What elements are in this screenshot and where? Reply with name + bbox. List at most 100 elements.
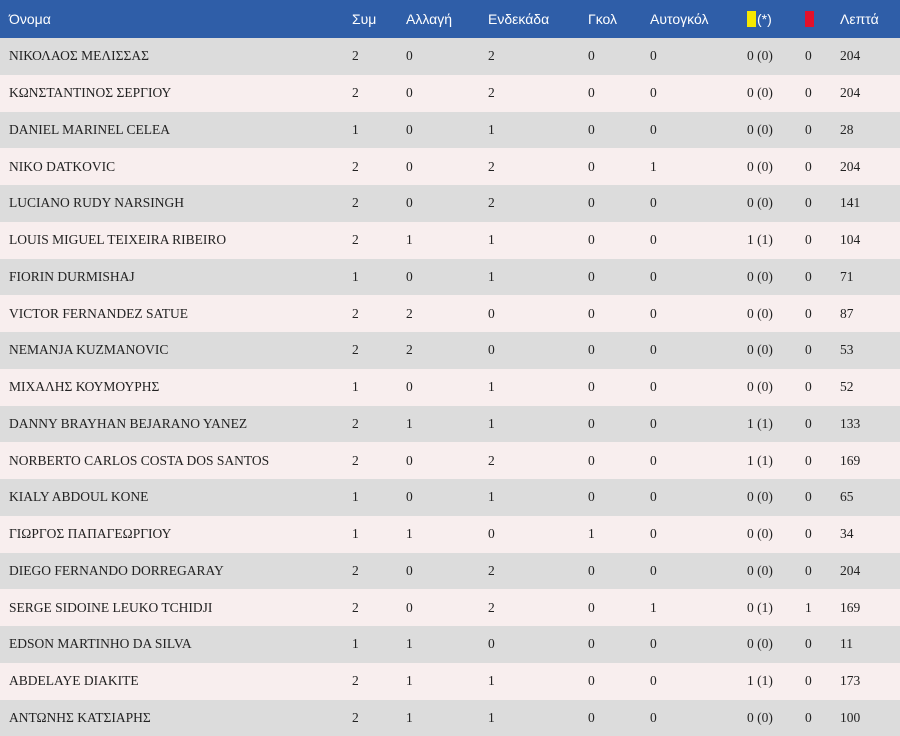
minutes-cell: 52 [840, 369, 900, 406]
minutes-cell: 169 [840, 442, 900, 479]
player-name: LOUIS MIGUEL TEIXEIRA RIBEIRO [0, 222, 352, 259]
subs-cell: 0 [406, 148, 488, 185]
goals-cell: 0 [588, 112, 650, 149]
red-cards-cell: 0 [805, 479, 840, 516]
subs-cell: 0 [406, 589, 488, 626]
player-name: ΜΙΧΑΛΗΣ ΚΟΥΜΟΥΡΗΣ [0, 369, 352, 406]
red-cards-cell: 0 [805, 700, 840, 736]
goals-cell: 0 [588, 259, 650, 296]
yellow-cards-cell: 0 (0) [747, 148, 805, 185]
goals-cell: 0 [588, 332, 650, 369]
player-name: ΓΙΩΡΓΟΣ ΠΑΠΑΓΕΩΡΓΙΟΥ [0, 516, 352, 553]
yellow-cards-cell: 1 (1) [747, 406, 805, 443]
yellow-cards-cell: 0 (0) [747, 259, 805, 296]
minutes-cell: 28 [840, 112, 900, 149]
player-name: ΝΙΚΟΛΑΟΣ ΜΕΛΙΣΣΑΣ [0, 38, 352, 75]
header-subs[interactable]: Αλλαγή [406, 0, 488, 38]
subs-cell: 0 [406, 75, 488, 112]
own-goals-cell: 0 [650, 75, 747, 112]
own-goals-cell: 0 [650, 626, 747, 663]
red-cards-cell: 0 [805, 259, 840, 296]
goals-cell: 0 [588, 148, 650, 185]
player-name: EDSON MARTINHO DA SILVA [0, 626, 352, 663]
goals-cell: 0 [588, 369, 650, 406]
player-name: ABDELAYE DIAKITE [0, 663, 352, 700]
player-name: VICTOR FERNANDEZ SATUE [0, 295, 352, 332]
red-cards-cell: 0 [805, 369, 840, 406]
minutes-cell: 169 [840, 589, 900, 626]
subs-cell: 2 [406, 295, 488, 332]
red-cards-cell: 0 [805, 442, 840, 479]
player-name: DANNY BRAYHAN BEJARANO YANEZ [0, 406, 352, 443]
player-name: NORBERTO CARLOS COSTA DOS SANTOS [0, 442, 352, 479]
header-name[interactable]: Όνομα [0, 0, 352, 38]
player-name: NEMANJA KUZMANOVIC [0, 332, 352, 369]
starts-cell: 2 [488, 442, 588, 479]
apps-cell: 1 [352, 479, 406, 516]
apps-cell: 2 [352, 589, 406, 626]
minutes-cell: 204 [840, 553, 900, 590]
red-cards-cell: 1 [805, 589, 840, 626]
yellow-cards-cell: 0 (0) [747, 479, 805, 516]
starts-cell: 2 [488, 589, 588, 626]
subs-cell: 0 [406, 442, 488, 479]
own-goals-cell: 0 [650, 479, 747, 516]
header-apps[interactable]: Συμ [352, 0, 406, 38]
red-cards-cell: 0 [805, 406, 840, 443]
minutes-cell: 34 [840, 516, 900, 553]
subs-cell: 1 [406, 626, 488, 663]
header-yellow-cards[interactable]: (*) [747, 0, 805, 38]
header-own-goals[interactable]: Αυτογκόλ [650, 0, 747, 38]
red-cards-cell: 0 [805, 148, 840, 185]
own-goals-cell: 0 [650, 222, 747, 259]
starts-cell: 0 [488, 332, 588, 369]
yellow-cards-cell: 0 (1) [747, 589, 805, 626]
subs-cell: 1 [406, 516, 488, 553]
own-goals-cell: 1 [650, 589, 747, 626]
red-cards-cell: 0 [805, 332, 840, 369]
apps-cell: 1 [352, 626, 406, 663]
apps-cell: 2 [352, 295, 406, 332]
yellow-cards-cell: 1 (1) [747, 222, 805, 259]
header-red-cards[interactable] [805, 0, 840, 38]
minutes-cell: 11 [840, 626, 900, 663]
apps-cell: 2 [352, 75, 406, 112]
header-minutes[interactable]: Λεπτά [840, 0, 900, 38]
apps-cell: 2 [352, 442, 406, 479]
subs-cell: 0 [406, 38, 488, 75]
red-cards-cell: 0 [805, 295, 840, 332]
player-name: DIEGO FERNANDO DORREGARAY [0, 553, 352, 590]
apps-cell: 2 [352, 148, 406, 185]
subs-cell: 1 [406, 406, 488, 443]
red-cards-cell: 0 [805, 112, 840, 149]
starts-cell: 1 [488, 663, 588, 700]
player-name: LUCIANO RUDY NARSINGH [0, 185, 352, 222]
red-cards-cell: 0 [805, 663, 840, 700]
yellow-cards-cell: 0 (0) [747, 516, 805, 553]
subs-cell: 0 [406, 553, 488, 590]
starts-cell: 0 [488, 516, 588, 553]
apps-cell: 1 [352, 259, 406, 296]
goals-cell: 0 [588, 185, 650, 222]
goals-cell: 0 [588, 222, 650, 259]
red-cards-cell: 0 [805, 75, 840, 112]
header-goals[interactable]: Γκολ [588, 0, 650, 38]
player-name: ΑΝΤΩΝΗΣ ΚΑΤΣΙΑΡΗΣ [0, 700, 352, 736]
apps-cell: 2 [352, 700, 406, 736]
subs-cell: 0 [406, 479, 488, 516]
goals-cell: 1 [588, 516, 650, 553]
apps-cell: 1 [352, 112, 406, 149]
player-name: ΚΩΝΣΤΑΝΤΙΝΟΣ ΣΕΡΓΙΟΥ [0, 75, 352, 112]
minutes-cell: 100 [840, 700, 900, 736]
red-card-icon [805, 11, 814, 27]
header-starts[interactable]: Ενδεκάδα [488, 0, 588, 38]
starts-cell: 2 [488, 75, 588, 112]
goals-cell: 0 [588, 589, 650, 626]
